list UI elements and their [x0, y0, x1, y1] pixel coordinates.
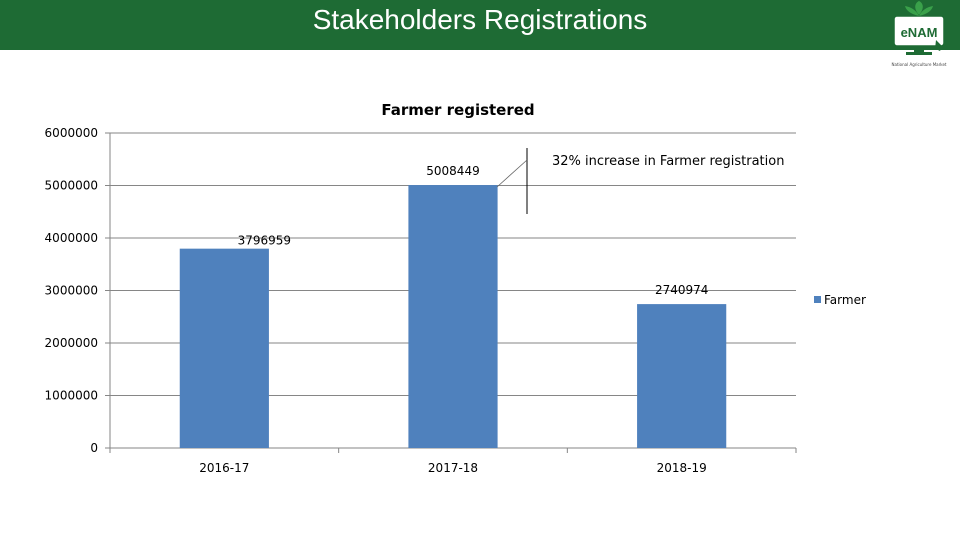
x-tick-label: 2017-18 [428, 461, 478, 475]
y-axis-tick-labels: 0 1000000 2000000 3000000 4000000 5000000 6000… [45, 126, 98, 455]
bar-2016-17 [179, 248, 269, 448]
header-bar: Stakeholders Registrations [0, 0, 960, 50]
y-tick-label: 6000000 [45, 126, 98, 140]
x-tick-label: 2018-19 [657, 461, 707, 475]
logo-text: eNAM [901, 25, 938, 40]
y-tick-label: 1000000 [45, 389, 98, 403]
logo-tagline: National Agriculture Market [891, 62, 947, 67]
page-title: Stakeholders Registrations [312, 4, 648, 35]
enam-logo-icon: eNAM [893, 1, 945, 55]
annotation-text: 32% increase in Farmer registration [552, 154, 784, 169]
data-labels: 3796959 5008449 2740974 [238, 164, 709, 297]
bar-2018-19 [637, 304, 727, 448]
annotation-leader [496, 159, 528, 188]
y-tick-label: 5000000 [45, 179, 98, 193]
bars [179, 185, 727, 448]
y-tick-label: 2000000 [45, 336, 98, 350]
legend-label-farmer: Farmer [824, 293, 866, 307]
data-label: 3796959 [238, 234, 291, 248]
x-tick-label: 2016-17 [199, 461, 249, 475]
y-tick-label: 3000000 [45, 284, 98, 298]
x-axis-tick-labels: 2016-17 2017-18 2018-19 [199, 461, 706, 475]
y-tick-label: 0 [90, 441, 98, 455]
data-label: 2740974 [655, 283, 708, 297]
y-tick-label: 4000000 [45, 231, 98, 245]
bar-2017-18 [408, 185, 498, 448]
chart-title: Farmer registered [381, 101, 534, 119]
data-label: 5008449 [426, 164, 479, 178]
legend-swatch-farmer [814, 296, 821, 303]
